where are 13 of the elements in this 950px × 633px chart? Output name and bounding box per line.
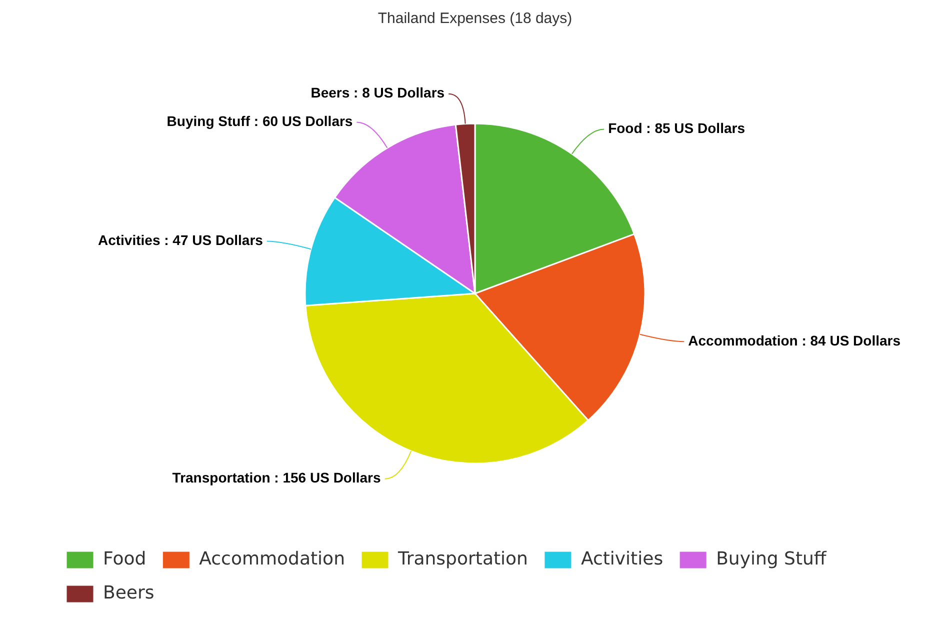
data-label: Transportation : 156 US Dollars xyxy=(172,470,381,486)
chart-title: Thailand Expenses (18 days) xyxy=(378,10,572,28)
data-label: Activities : 47 US Dollars xyxy=(98,232,264,248)
data-label: Beers : 8 US Dollars xyxy=(310,84,445,101)
legend-label: Transportation xyxy=(396,548,528,570)
data-label: Food : 85 US Dollars xyxy=(608,120,746,136)
legend-label: Activities xyxy=(580,548,664,570)
legend-label: Buying Stuff xyxy=(716,548,827,570)
data-label: Accommodation : 84 US Dollars xyxy=(688,332,901,348)
legend-label: Accommodation xyxy=(199,548,345,570)
legend-label: Beers xyxy=(103,582,154,604)
legend-label: Food xyxy=(103,548,146,570)
data-label: Buying Stuff : 60 US Dollars xyxy=(166,113,353,130)
